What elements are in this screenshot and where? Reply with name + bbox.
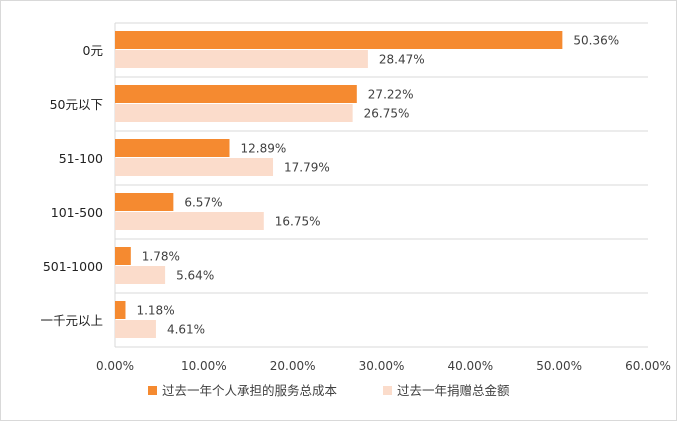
x-tick-label: 30.00%: [359, 359, 405, 373]
bar-series-2: [115, 266, 166, 284]
category-label: 50元以下: [50, 97, 103, 112]
x-tick-labels: 0.00% 10.00% 20.00% 30.00% 40.00% 50.00% 60.00…: [96, 359, 671, 373]
value-label-series-2: 26.75%: [364, 107, 410, 121]
grid-lines: [114, 22, 648, 348]
category-labels: 0元 50元以下 51-100 101-500 501-1000 一千元以上: [40, 43, 103, 328]
x-tick-label: 10.00%: [181, 359, 227, 373]
legend-label-series-1: 过去一年个人承担的服务总成本: [162, 383, 338, 398]
value-label-series-2: 28.47%: [379, 53, 425, 67]
bar-series-1: [115, 31, 563, 49]
x-tick-label: 50.00%: [536, 359, 582, 373]
category-label: 0元: [83, 43, 103, 58]
bar-series-1: [115, 139, 230, 157]
legend-swatch-series-1: [148, 386, 157, 395]
value-label-series-1: 50.36%: [573, 34, 619, 48]
x-tick-label: 40.00%: [447, 359, 493, 373]
value-label-series-2: 5.64%: [176, 269, 214, 283]
bar-series-2: [115, 104, 353, 122]
value-label-series-1: 12.89%: [241, 142, 287, 156]
legend: 过去一年个人承担的服务总成本 过去一年捐赠总金额: [148, 383, 510, 398]
bars: [115, 31, 563, 338]
bar-series-1: [115, 193, 174, 211]
category-label: 51-100: [59, 151, 103, 166]
bar-series-2: [115, 212, 264, 230]
bar-series-1: [115, 85, 357, 103]
value-label-series-1: 1.78%: [142, 250, 180, 264]
value-label-series-1: 27.22%: [368, 88, 414, 102]
legend-label-series-2: 过去一年捐赠总金额: [397, 383, 510, 398]
value-label-series-1: 6.57%: [184, 196, 222, 210]
bar-series-2: [115, 158, 274, 176]
category-label: 一千元以上: [40, 313, 103, 328]
value-label-series-1: 1.18%: [136, 304, 174, 318]
bar-series-2: [115, 50, 368, 68]
category-label: 501-1000: [43, 259, 103, 274]
bar-series-1: [115, 247, 131, 265]
x-tick-label: 60.00%: [625, 359, 671, 373]
legend-swatch-series-2: [383, 386, 392, 395]
value-label-series-2: 17.79%: [284, 161, 330, 175]
value-label-series-2: 4.61%: [167, 323, 205, 337]
bar-series-1: [115, 301, 126, 319]
x-tick-label: 20.00%: [270, 359, 316, 373]
value-label-series-2: 16.75%: [275, 215, 321, 229]
category-label: 101-500: [51, 205, 103, 220]
x-tick-label: 0.00%: [96, 359, 134, 373]
value-labels: 50.36% 28.47% 27.22% 26.75% 12.89% 17.79% 6.57…: [136, 34, 619, 337]
bar-series-2: [115, 320, 156, 338]
